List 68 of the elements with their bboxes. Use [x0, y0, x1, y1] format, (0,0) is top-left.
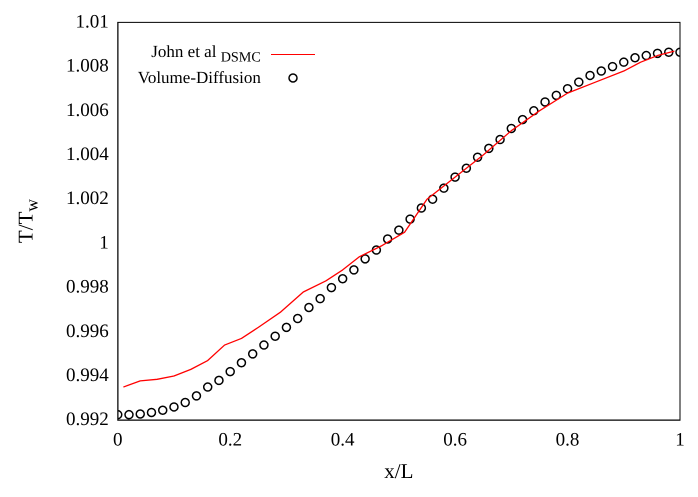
y-tick-label: 1.006	[66, 100, 109, 121]
point	[270, 331, 280, 341]
y-tick-label: 1.008	[66, 56, 109, 77]
point	[506, 124, 516, 134]
point	[304, 302, 314, 312]
point	[382, 234, 392, 244]
point	[248, 349, 258, 359]
point	[472, 152, 482, 162]
x-tick-label: 0.6	[443, 430, 467, 451]
y-tick-label: 1	[99, 232, 109, 254]
point	[540, 97, 550, 107]
y-tick-label: 0.998	[66, 276, 109, 298]
point	[608, 62, 618, 72]
point	[192, 391, 202, 401]
x-axis-title: x/L	[384, 459, 414, 484]
point	[518, 114, 528, 124]
x-tick-label: 0.8	[556, 430, 580, 451]
point	[394, 225, 404, 235]
point	[326, 282, 336, 292]
point	[169, 402, 179, 412]
point	[135, 409, 145, 419]
point	[225, 366, 235, 376]
x-tick-label: 0	[113, 430, 122, 451]
y-tick-label: 1.01	[76, 11, 109, 32]
point	[619, 57, 629, 67]
point	[282, 322, 292, 332]
point	[214, 376, 224, 386]
point	[652, 48, 662, 58]
point	[360, 254, 370, 264]
point	[664, 47, 674, 57]
point	[562, 84, 572, 94]
x-tick-label: 1	[675, 430, 685, 451]
point	[462, 164, 472, 174]
point	[642, 50, 652, 60]
point	[315, 294, 325, 304]
point	[338, 274, 348, 284]
point	[259, 340, 269, 350]
point	[495, 134, 505, 144]
point	[202, 382, 212, 392]
point	[630, 53, 640, 63]
point	[372, 245, 382, 255]
point	[574, 77, 584, 87]
point	[405, 214, 415, 224]
point	[158, 406, 168, 416]
y-tick-label: 1.004	[66, 144, 110, 165]
y-tick-label: 1.002	[66, 188, 109, 210]
point	[349, 265, 359, 275]
point	[146, 408, 156, 418]
point	[124, 410, 134, 420]
point	[585, 70, 595, 80]
y-tick-label: 0.992	[66, 409, 109, 430]
y-tick-label: 0.996	[66, 320, 109, 342]
point	[292, 314, 302, 324]
point	[484, 144, 494, 154]
point	[236, 358, 246, 368]
point	[552, 90, 562, 100]
legend-label: Volume-Diffusion	[138, 68, 261, 88]
x-tick-label: 0.4	[330, 430, 356, 451]
legend-label: John et al $_{DSMC}$	[151, 42, 261, 67]
point	[450, 172, 460, 182]
point	[439, 183, 449, 193]
x-tick-label: 0.2	[218, 430, 242, 451]
point	[428, 194, 438, 204]
point	[529, 106, 539, 116]
y-tick-label: 0.994	[66, 364, 110, 386]
point	[596, 66, 606, 76]
point	[180, 398, 190, 408]
point	[416, 203, 426, 213]
